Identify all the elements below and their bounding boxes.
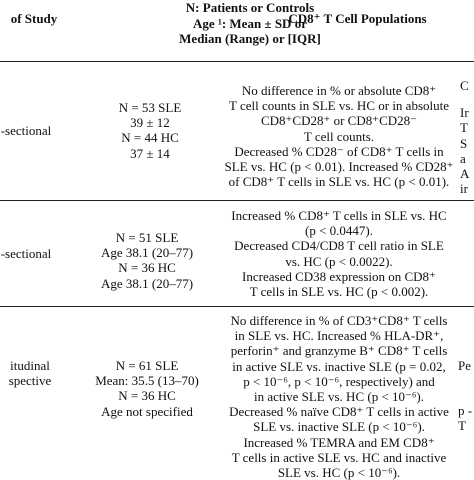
row3-cd8-line: p < 10⁻⁶, p < 10⁻⁶, respectively) and <box>243 373 435 389</box>
row1-n-line: N = 44 HC <box>121 130 179 146</box>
row3-cd8-line: Decreased % naïve CD8⁺ T cells in active <box>229 404 449 420</box>
row2-n-line: Age 38.1 (20–77) <box>100 275 194 291</box>
row3-n-line: Mean: 35.5 (13–70) <box>95 373 199 389</box>
row3-design: itudinal spective <box>0 358 70 388</box>
row1-bottom-rule <box>0 200 474 201</box>
header-col-cd8: CD8⁺ T Cell Populations <box>288 11 427 26</box>
row1-n-line: N = 53 SLE <box>118 100 182 115</box>
row2-cd8-line: T cells in SLE vs. HC (p < 0.002). <box>249 284 429 300</box>
row3-n-age: N = 61 SLE Mean: 35.5 (13–70) N = 36 HC … <box>87 358 207 419</box>
row2-design: -sectional <box>0 246 52 261</box>
row3-cd8-line: in active SLE vs. inactive SLE (p = 0.02… <box>232 358 446 374</box>
row3-design-line: spective <box>8 373 52 389</box>
header-n-line-3: Median (Range) or [IQR] <box>179 31 321 46</box>
row3-design-line: itudinal <box>10 358 50 373</box>
row1-cd8-line: No difference in % or absolute CD8⁺ <box>241 83 437 98</box>
row3-cd8-line: perforin⁺ and granzyme B⁺ CD8⁺ T cells <box>230 343 448 359</box>
row1-cd8-findings: No difference in % or absolute CD8⁺ T ce… <box>220 83 458 189</box>
row2-cd8-line: Decreased CD4/CD8 T cell ratio in SLE <box>234 238 444 254</box>
row2-n-line: N = 36 HC <box>118 260 176 276</box>
header-n-line-2: Age ¹: Mean ± SD or <box>193 15 307 31</box>
row1-n-age: N = 53 SLE 39 ± 12 N = 44 HC 37 ± 14 <box>100 100 200 161</box>
row3-cd8-findings: No difference in % of CD3⁺CD8⁺ T cells i… <box>218 313 460 480</box>
row2-cd8-line: Increased CD38 expression on CD8⁺ <box>242 268 436 284</box>
row2-cd8-findings: Increased % CD8⁺ T cells in SLE vs. HC (… <box>220 208 458 299</box>
row1-cd8-line: CD8⁺CD28⁺ or CD8⁺CD28⁻ <box>260 113 417 129</box>
row2-cd8-line: Increased % CD8⁺ T cells in SLE vs. HC <box>231 208 447 223</box>
row3-n-line: N = 61 SLE <box>115 358 179 373</box>
header-n-line-1: N: Patients or Controls <box>185 0 315 15</box>
row1-cd8-line: of CD8⁺ T cells in SLE vs. HC (p < 0.01)… <box>228 174 450 190</box>
row2-bottom-rule <box>0 306 474 307</box>
row3-cd8-line: in SLE vs. HC. Increased % HLA-DR⁺, <box>234 328 444 344</box>
row1-cd8-line: T cell counts. <box>303 128 375 144</box>
header-col-n-age: N: Patients or Controls Age ¹: Mean ± SD… <box>150 0 350 47</box>
row3-cd8-line: SLE vs. HC (p < 10⁻⁶). <box>277 465 401 480</box>
row2-n-line: Age 38.1 (20–77) <box>100 245 194 261</box>
row1-n-line: 39 ± 12 <box>130 115 170 131</box>
row3-cd8-line: SLE vs. inactive SLE (p < 10⁻⁶). <box>253 419 425 435</box>
row1-cd8-line: Decreased % CD28⁻ of CD8⁺ T cells in <box>234 143 444 159</box>
row1-design: -sectional <box>0 123 52 138</box>
row3-n-line: Age not specified <box>101 403 193 419</box>
row3-cd8-line: T cells in active SLE vs. HC and inactiv… <box>231 449 447 465</box>
row3-cd8-line: No difference in % of CD3⁺CD8⁺ T cells <box>230 313 448 328</box>
row3-n-line: N = 36 HC <box>118 388 176 404</box>
header-bottom-rule <box>0 61 474 62</box>
row1-cd8-line: SLE vs. HC (p < 0.01). Increased % CD28⁺ <box>224 159 454 175</box>
row1-n-line: 37 ± 14 <box>130 145 170 161</box>
row3-cd8-line: Increased % TEMRA and EM CD8⁺ <box>243 434 435 450</box>
header-col-design: of Study <box>10 11 58 26</box>
row2-n-age: N = 51 SLE Age 38.1 (20–77) N = 36 HC Ag… <box>92 230 202 291</box>
row2-cd8-line: (p < 0.0447). <box>305 223 373 239</box>
row1-cd8-line: T cell counts in SLE vs. HC or in absolu… <box>228 98 450 114</box>
row2-cd8-line: vs. HC (p < 0.0022). <box>285 253 393 269</box>
row2-n-line: N = 51 SLE <box>115 230 179 245</box>
row1-next-col-fragments: C Ir T S a A ir <box>460 78 470 197</box>
row3-next-col-fragments: Pe p - T <box>458 358 473 434</box>
row3-cd8-line: in active SLE vs. HC (p < 10⁻⁶). <box>253 389 424 405</box>
